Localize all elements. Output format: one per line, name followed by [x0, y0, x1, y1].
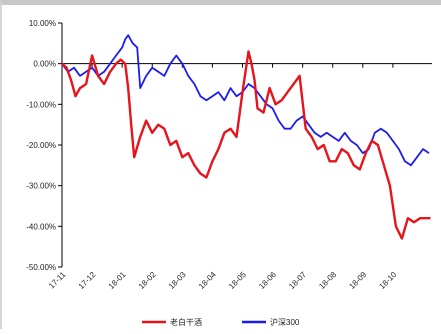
line-chart: 10.00% 0.00% -10.00% -20.00% -30.00% -40.00% -… [26, 19, 432, 327]
y-tick-label: -20.00% [26, 141, 56, 150]
x-tick-label: 18-02 [137, 270, 158, 291]
x-tick-label: 18-10 [377, 270, 398, 291]
series-line [61, 50, 431, 240]
x-tick-label: 17-11 [47, 270, 68, 291]
x-tick-label: 18-03 [167, 270, 188, 291]
x-tick-label: 18-08 [317, 270, 338, 291]
y-tick-label: -50.00% [26, 263, 56, 272]
x-tick-label: 18-06 [257, 270, 278, 291]
y-tick-label: 0.00% [33, 60, 56, 69]
series-line [61, 34, 430, 167]
legend-label: 沪深300 [270, 317, 300, 327]
y-tick-label: -30.00% [26, 182, 56, 191]
y-tick-label: -40.00% [26, 222, 56, 231]
y-tick-label: 10.00% [29, 19, 56, 28]
x-tick-label: 18-09 [347, 270, 368, 291]
x-tick-label: 18-01 [107, 270, 128, 291]
y-tick-label: -10.00% [26, 100, 56, 109]
x-tick-label: 17-12 [77, 270, 98, 291]
x-tick-label: 18-04 [197, 270, 218, 291]
y-axis-ticks: 10.00% 0.00% -10.00% -20.00% -30.00% -40.00% -… [26, 19, 62, 272]
x-tick-label: 18-07 [287, 270, 308, 291]
series-lines [61, 34, 431, 240]
legend: 老白干酒 沪深300 [142, 317, 300, 327]
legend-label: 老白干酒 [170, 317, 202, 327]
x-tick-label: 18-05 [227, 270, 248, 291]
